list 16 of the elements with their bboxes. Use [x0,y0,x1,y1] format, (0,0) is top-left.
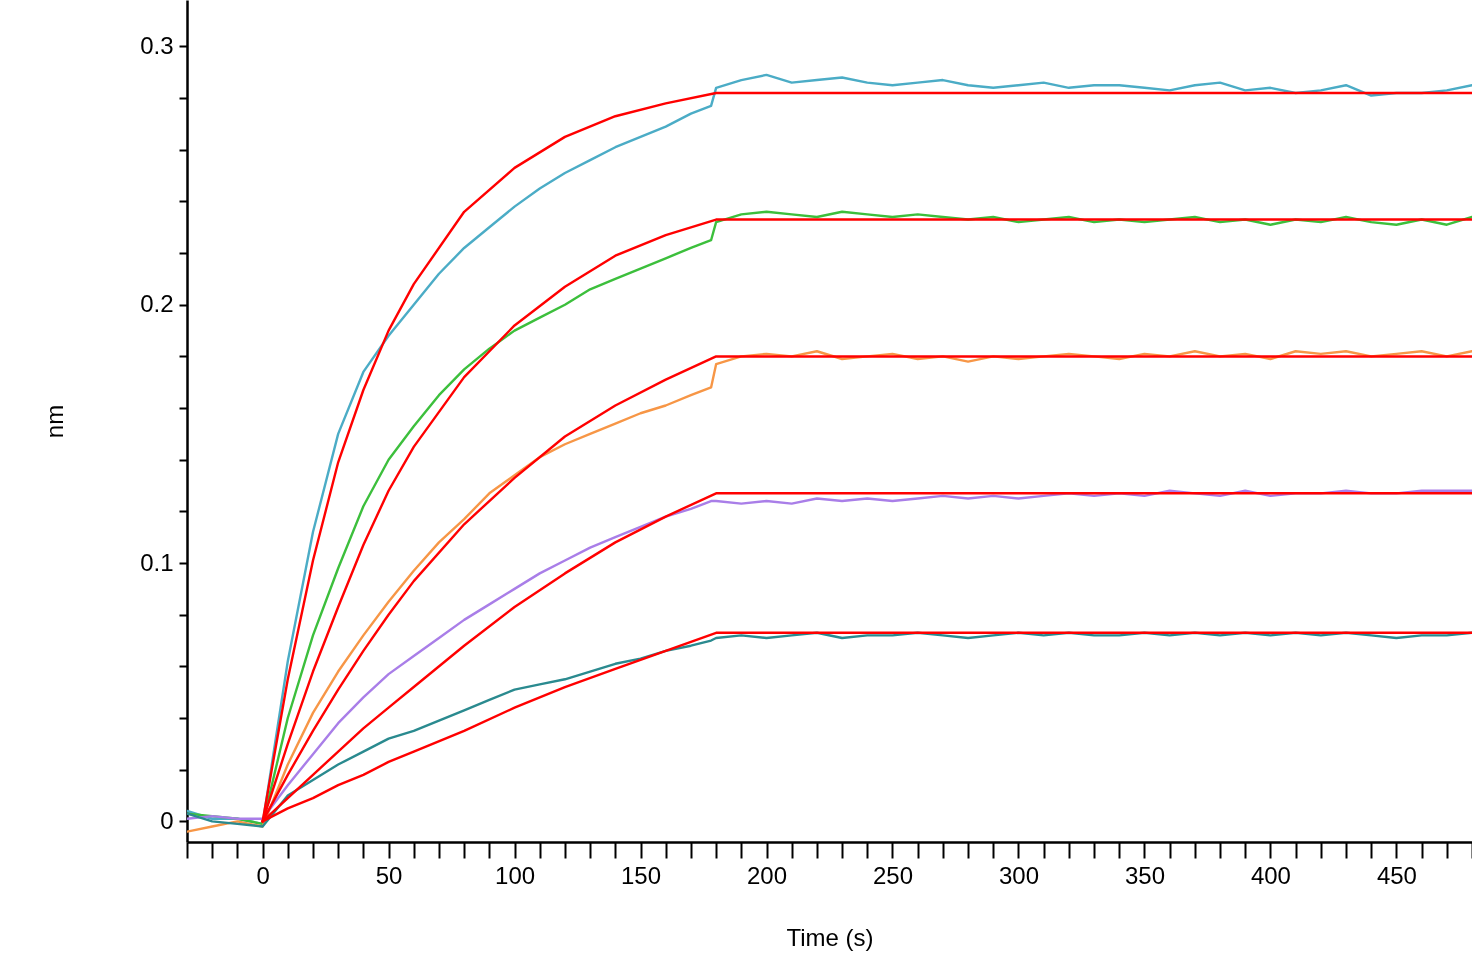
x-tick-label: 100 [495,861,536,889]
x-tick-label: 400 [1250,861,1291,889]
y-tick-label: 0 [160,806,174,834]
y-tick-label: 0.3 [140,31,174,59]
x-axis-title: Time (s) [786,923,874,951]
x-tick-label: 0 [256,861,270,889]
x-tick-label: 150 [621,861,662,889]
x-tick-label: 300 [998,861,1039,889]
y-tick-label: 0.2 [140,290,174,318]
x-tick-label: 200 [746,861,788,889]
y-axis-title: nm [40,404,68,439]
x-tick-label: 50 [375,861,403,889]
x-tick-label: 450 [1376,861,1417,889]
y-tick-label: 0.1 [140,548,174,576]
x-tick-label: 250 [872,861,914,889]
x-tick-label: 350 [1124,861,1165,889]
